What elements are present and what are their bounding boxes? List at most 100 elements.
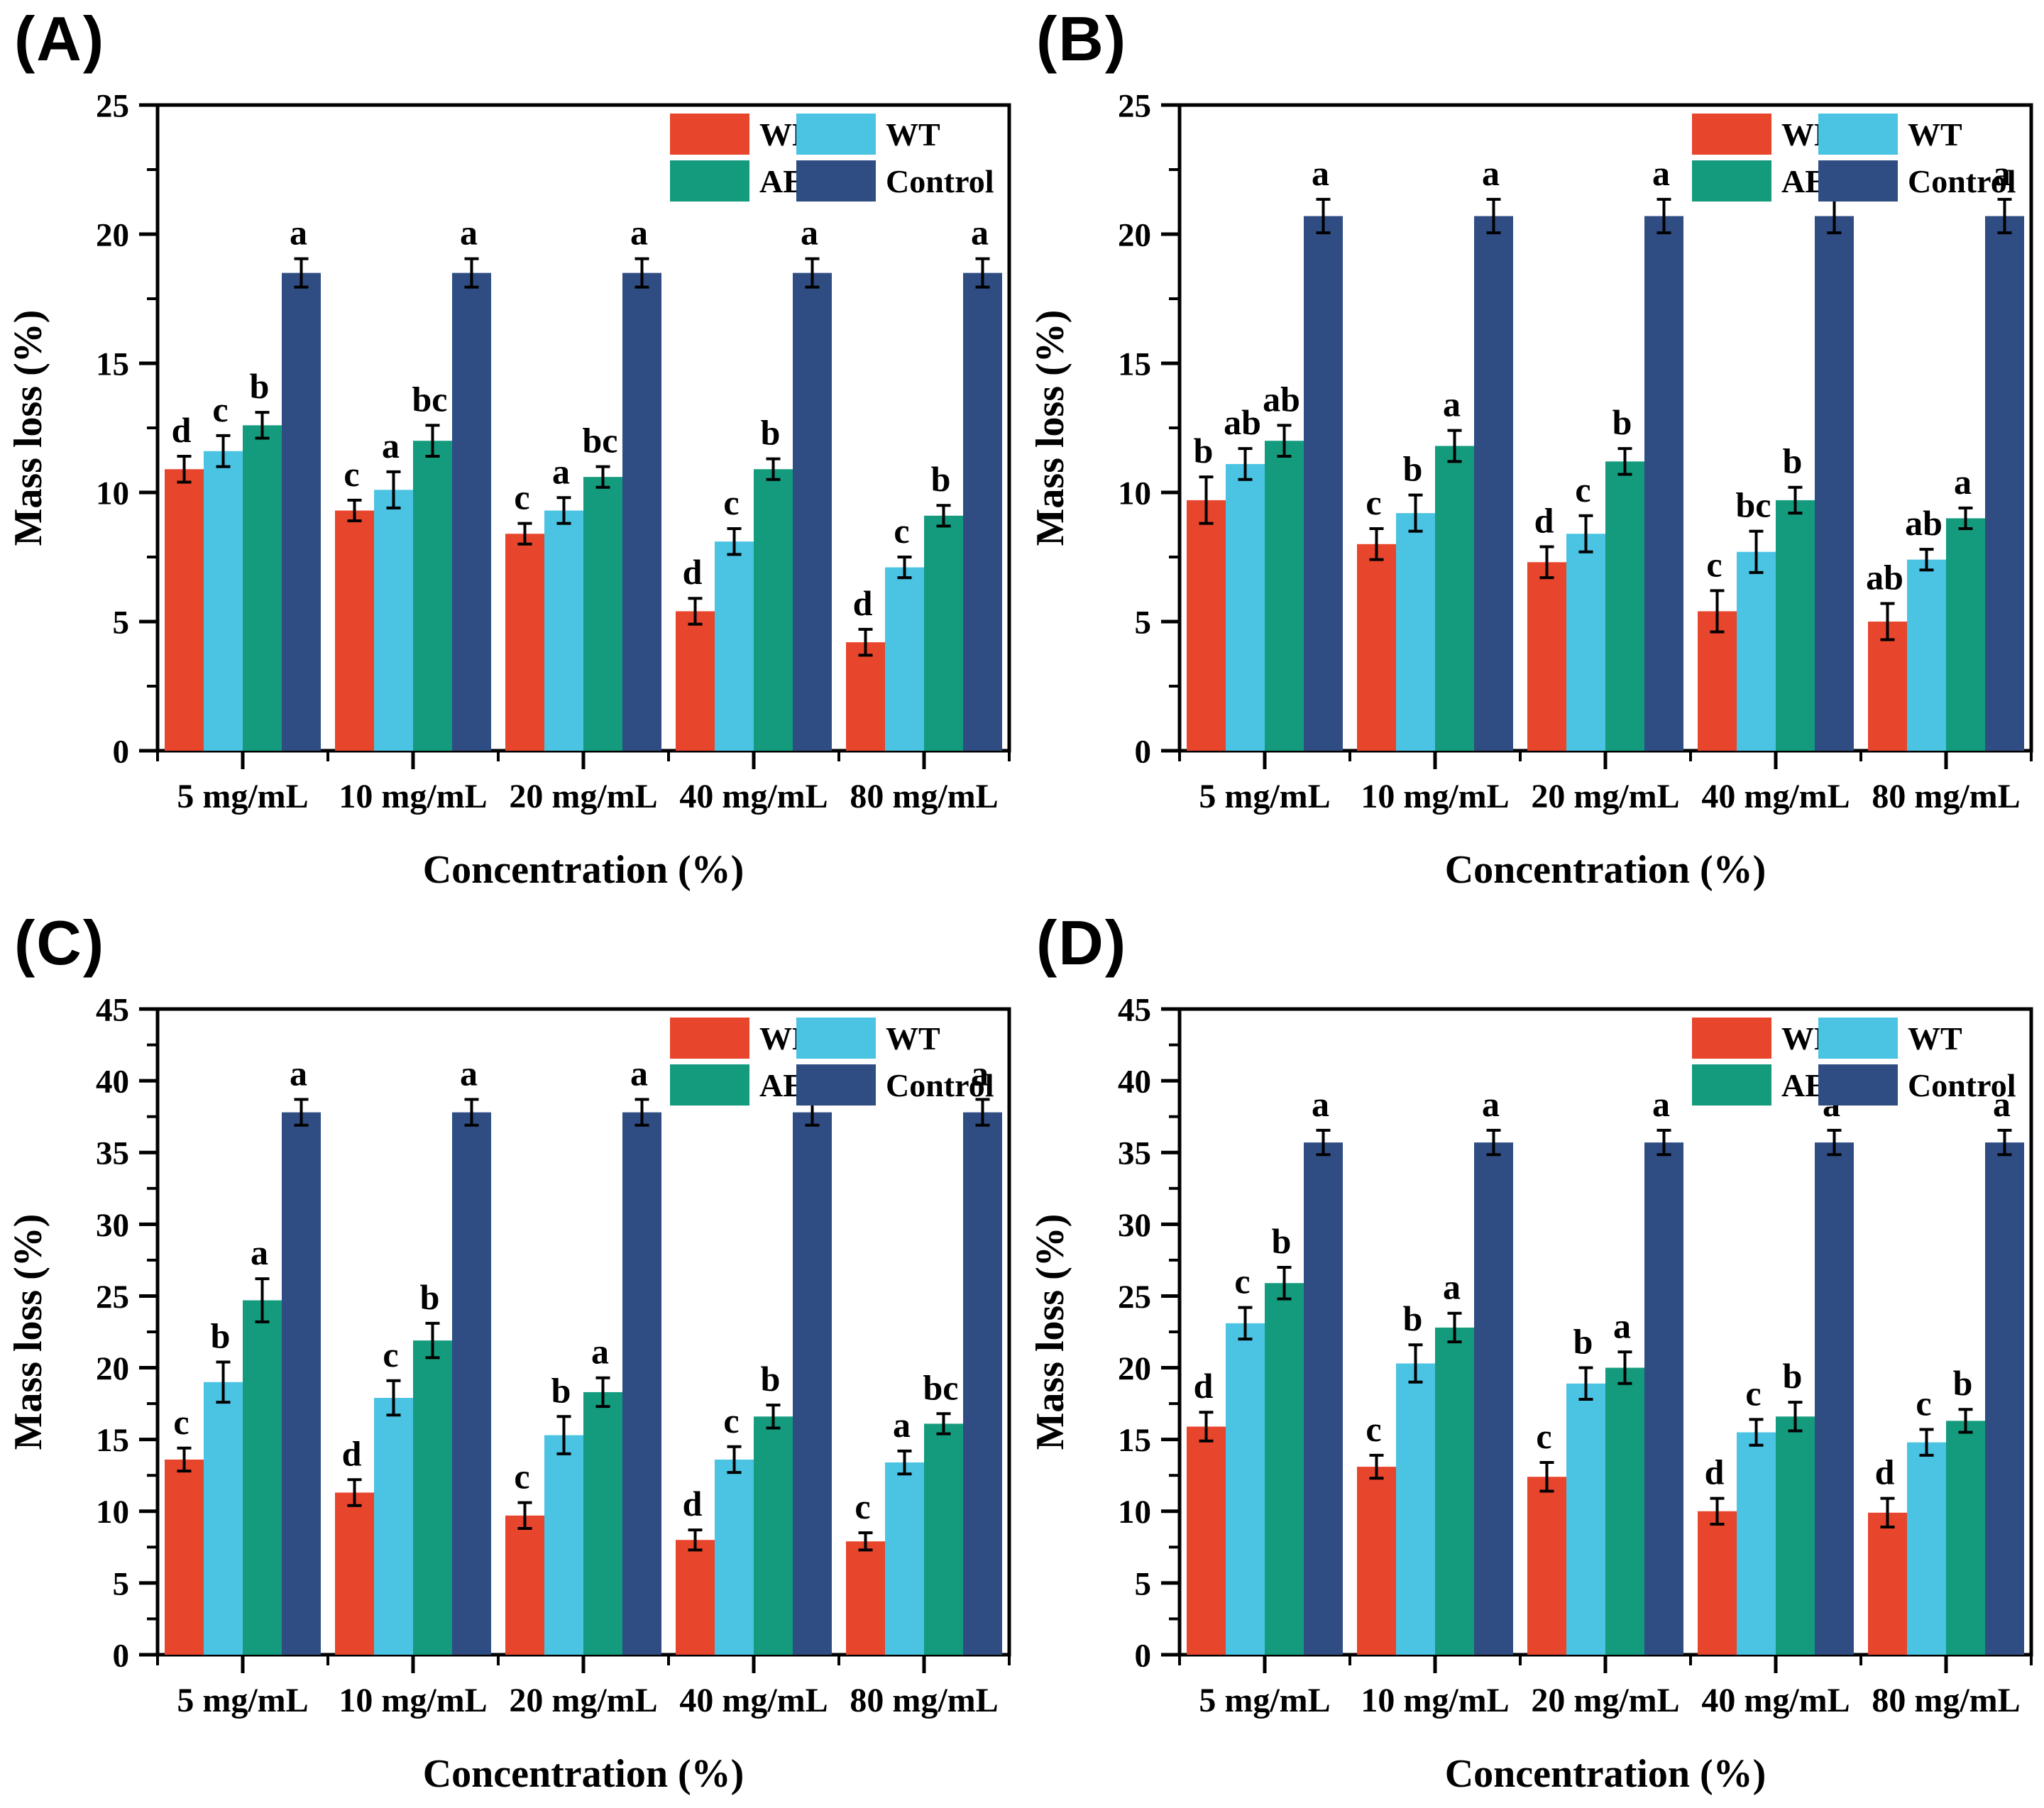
significance-letter: c (1916, 1384, 1931, 1423)
x-tick-label: 80 mg/mL (1872, 1682, 2020, 1719)
significance-letter: bc (583, 421, 618, 461)
x-tick-label: 20 mg/mL (1531, 778, 1679, 815)
y-axis-title: Mass loss (%) (1028, 1214, 1072, 1450)
significance-letter: a (893, 1405, 911, 1445)
y-tick-label: 30 (1118, 1207, 1151, 1244)
significance-letter: b (1573, 1322, 1593, 1362)
legend-swatch-wt (796, 114, 876, 155)
significance-letter: b (551, 1370, 571, 1410)
panel-c-chart: 0 5 10 15 20 25 30 35 40 45 5 mg/mL 10 mg/mL 20 mg/m… (6, 991, 1011, 1796)
bar-control-1 (282, 1112, 321, 1655)
significance-letter: a (630, 213, 648, 253)
x-tick-label: 80 mg/mL (850, 1682, 998, 1719)
bar-ae-4 (1776, 1416, 1815, 1655)
panel-a-label: (A) (14, 4, 106, 74)
bar-we-2 (1357, 1467, 1396, 1655)
y-tick-label: 40 (1118, 1064, 1151, 1101)
legend-swatch-control (796, 1064, 876, 1106)
panel-a: (A) 0 5 10 15 20 25 5 mg/mL 10 mg/mL 20 mg/mL 40 … (0, 0, 1022, 904)
legend-swatch-we (670, 1018, 749, 1059)
bar-we-2 (335, 510, 374, 751)
x-tick-label: 40 mg/mL (1701, 1682, 1850, 1719)
legend-swatch-wt (796, 1018, 876, 1059)
legend-swatch-wt (1818, 1018, 1898, 1059)
bar-we-3 (505, 1515, 544, 1655)
bar-we-4 (676, 611, 715, 751)
bar-ae-3 (1605, 1367, 1644, 1655)
significance-letter: a (591, 1332, 609, 1372)
bar-control-1 (1304, 1142, 1343, 1655)
bar-control-3 (1644, 1142, 1683, 1655)
panel-b-label: (B) (1036, 4, 1128, 74)
y-axis-title: Mass loss (%) (6, 310, 50, 546)
y-tick-label: 10 (1118, 1494, 1151, 1531)
significance-letter: b (761, 413, 781, 453)
significance-letter: a (1312, 153, 1329, 193)
significance-letter: c (514, 478, 529, 517)
significance-letter: c (723, 483, 739, 522)
y-tick-label: 20 (1118, 216, 1151, 253)
y-tick-label: 5 (1135, 604, 1152, 641)
x-axis-title: Concentration (%) (423, 848, 744, 892)
bar-we-1 (165, 1459, 204, 1655)
legend-swatch-ae (670, 1064, 749, 1106)
significance-letter: d (853, 583, 873, 623)
significance-letter: c (1366, 1409, 1381, 1449)
x-tick-label: 20 mg/mL (1531, 1682, 1679, 1719)
bar-we-2 (1357, 544, 1396, 751)
significance-letter: a (290, 213, 307, 253)
significance-letter: a (1482, 153, 1500, 193)
significance-letter: c (723, 1401, 739, 1440)
y-tick-label: 15 (96, 1422, 129, 1459)
bar-control-5 (1985, 216, 2024, 751)
legend-swatch-ae (1692, 1064, 1771, 1106)
bar-wt-4 (715, 1459, 754, 1655)
significance-letter: c (1575, 470, 1590, 509)
bar-ae-4 (754, 469, 793, 751)
significance-letter: a (971, 1053, 989, 1093)
bar-control-5 (963, 1112, 1002, 1655)
y-tick-label: 25 (1118, 1279, 1151, 1316)
bar-ae-5 (924, 515, 963, 751)
bar-we-5 (846, 642, 885, 751)
bar-wt-2 (1396, 1363, 1435, 1655)
y-tick-label: 10 (1118, 475, 1151, 512)
bar-ae-3 (583, 477, 622, 751)
y-tick-label: 15 (96, 346, 129, 382)
significance-letter: c (894, 511, 909, 551)
x-tick-label: 10 mg/mL (1361, 1682, 1509, 1719)
y-tick-label: 30 (96, 1207, 129, 1244)
significance-letter: a (1312, 1084, 1329, 1124)
y-tick-label: 0 (113, 733, 130, 770)
bar-wt-5 (1907, 559, 1946, 751)
legend-label-control: Control (1908, 163, 2016, 199)
significance-letter: a (1443, 385, 1461, 424)
significance-letter: b (250, 366, 270, 406)
bar-wt-3 (1566, 534, 1605, 751)
significance-letter: a (1993, 1084, 2011, 1124)
significance-letter: a (460, 1053, 478, 1093)
x-tick-label: 40 mg/mL (679, 1682, 828, 1719)
significance-letter: d (1534, 500, 1554, 540)
legend-swatch-we (1692, 114, 1771, 155)
significance-letter: a (1443, 1267, 1461, 1307)
significance-letter: b (931, 459, 951, 499)
x-tick-label: 5 mg/mL (177, 778, 308, 815)
bar-we-3 (505, 534, 544, 751)
y-tick-label: 40 (96, 1064, 129, 1101)
x-tick-label: 10 mg/mL (339, 1682, 487, 1719)
legend-swatch-control (1818, 1064, 1898, 1106)
significance-letter: ab (1263, 379, 1300, 419)
bar-wt-3 (544, 510, 583, 751)
significance-letter: d (342, 1433, 362, 1473)
panel-b: (B) 0 5 10 15 20 25 5 mg/mL 10 mg/mL 20 mg/mL 40 … (1022, 0, 2044, 904)
significance-letter: a (1613, 1306, 1631, 1345)
legend-swatch-wt (1818, 114, 1898, 155)
significance-letter: c (344, 454, 359, 494)
bar-ae-2 (413, 1340, 452, 1655)
bar-control-4 (793, 272, 832, 751)
y-tick-label: 35 (96, 1135, 129, 1172)
y-axis-title: Mass loss (%) (1028, 310, 1072, 546)
bar-control-2 (452, 1112, 491, 1655)
